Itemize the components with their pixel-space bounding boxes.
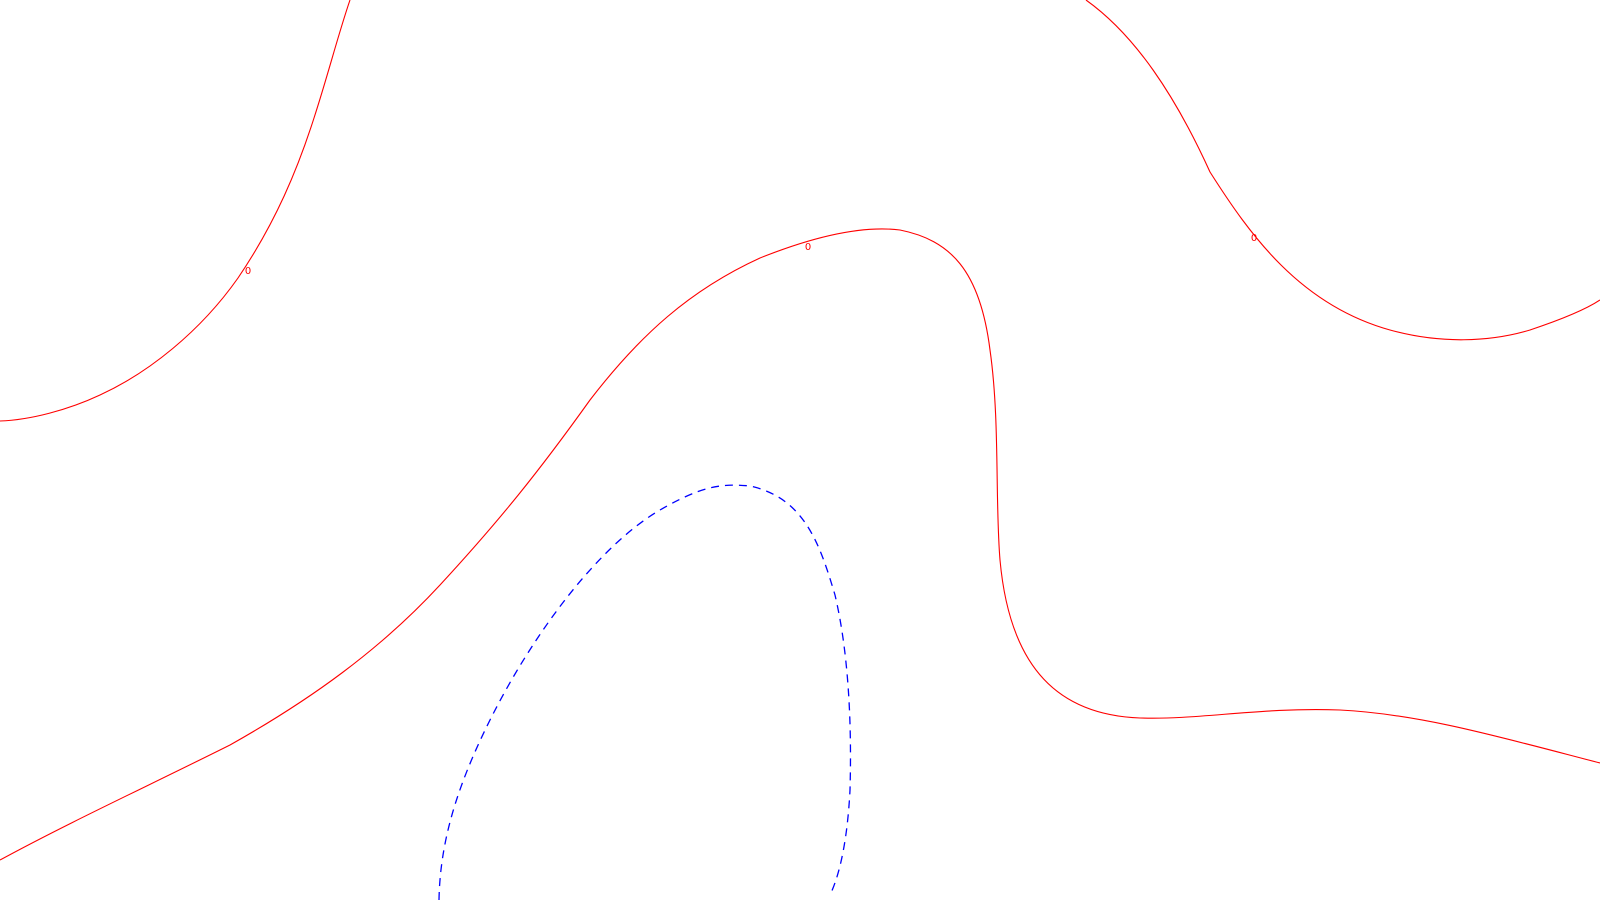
contour-label-zero: 0: [1251, 233, 1257, 244]
contour-label-zero: 0: [805, 242, 811, 253]
contour-label-zero: 0: [245, 266, 251, 277]
contour-line-zero-center: [0, 228, 1600, 861]
contour-line-zero-top-right: [1085, 0, 1600, 341]
contour-line-dashed-level: [438, 484, 852, 900]
contour-line-zero-top-left: [0, 0, 351, 422]
